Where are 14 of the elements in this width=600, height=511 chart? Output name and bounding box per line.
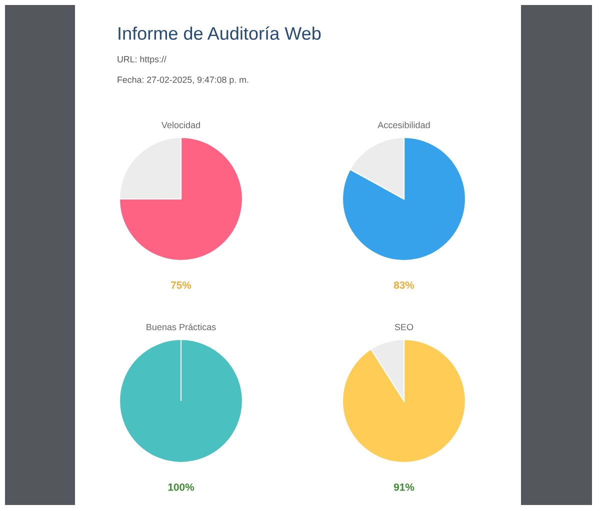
pie-slice <box>118 136 244 262</box>
text: Fecha: 27-02-2025, 9:47:08 p. m. <box>118 76 248 85</box>
chart-title: Buenas Prácticas <box>146 324 216 330</box>
chart-title: Accesibilidad <box>378 122 430 128</box>
text: URL: https:// <box>118 56 166 64</box>
data-label: 83% <box>394 281 414 289</box>
pie-slice <box>342 338 466 464</box>
data-label: 91% <box>394 483 414 491</box>
chart-title: Velocidad <box>161 122 200 128</box>
data-label: 75% <box>171 281 192 289</box>
data-label: 100% <box>168 483 194 491</box>
chart-title: SEO <box>394 324 414 330</box>
pie-slice <box>342 136 466 262</box>
text: Informe de Auditoría Web <box>118 26 321 40</box>
